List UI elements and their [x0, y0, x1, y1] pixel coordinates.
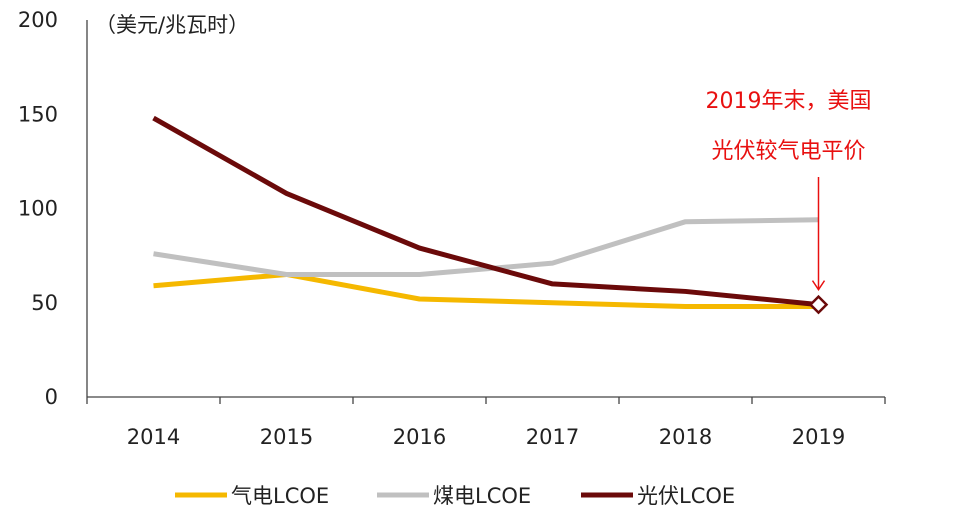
x-tick-label: 2019 — [792, 425, 845, 449]
x-tick-label: 2016 — [393, 425, 446, 449]
x-tick-label: 2014 — [127, 425, 180, 449]
x-tick-label: 2018 — [659, 425, 712, 449]
annotation-text: 光伏较气电平价 — [711, 139, 865, 164]
series-line-2 — [152, 115, 819, 308]
legend: 气电LCOE 煤电LCOE 光伏LCOE — [175, 484, 735, 508]
series-lines — [152, 115, 819, 310]
y-tick-label: 200 — [18, 8, 58, 32]
series-line-1 — [153, 217, 819, 277]
series-line-0 — [153, 271, 819, 310]
x-axis-ticks: 2014 2015 2016 2017 2018 2019 — [127, 425, 845, 449]
x-tick-label: 2015 — [260, 425, 313, 449]
y-tick-label: 50 — [31, 291, 58, 315]
legend-label: 光伏LCOE — [637, 484, 735, 508]
annotation-marker — [808, 294, 829, 315]
axes — [86, 20, 886, 404]
y-tick-label: 150 — [18, 102, 58, 126]
y-tick-label: 100 — [18, 197, 58, 221]
y-axis-ticks: 0 50 100 150 200 — [18, 8, 58, 409]
y-tick-label: 0 — [45, 385, 58, 409]
annotation-text: 2019年末，美国 — [706, 89, 872, 114]
legend-label: 气电LCOE — [231, 484, 329, 508]
legend-label: 煤电LCOE — [433, 484, 531, 508]
y-axis-unit-label: （美元/兆瓦时） — [95, 13, 249, 37]
annotation-arrowhead — [811, 280, 826, 291]
x-tick-label: 2017 — [526, 425, 579, 449]
